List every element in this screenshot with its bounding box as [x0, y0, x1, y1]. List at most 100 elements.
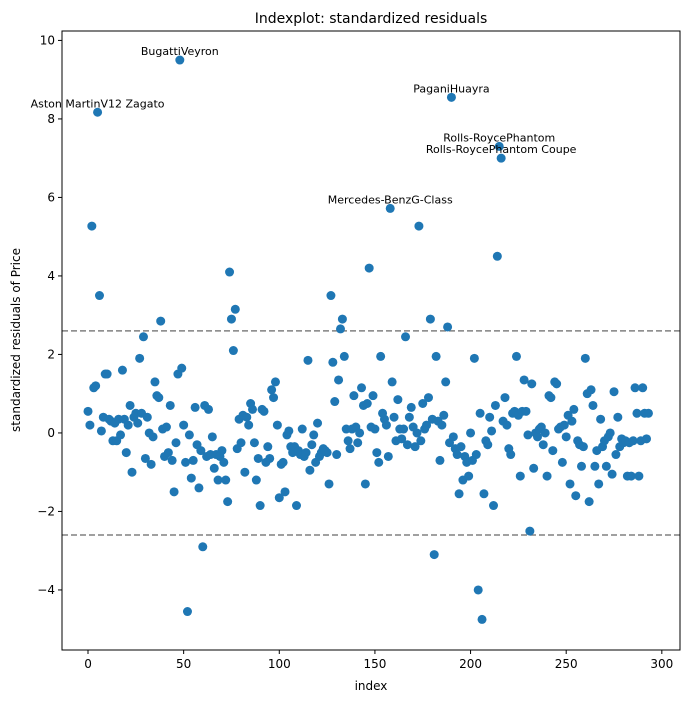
data-point — [324, 479, 334, 489]
data-point — [611, 450, 621, 460]
data-point — [301, 448, 311, 458]
data-point — [125, 400, 135, 410]
data-point — [374, 457, 384, 467]
data-point — [230, 304, 240, 314]
data-point — [469, 353, 479, 363]
data-point — [330, 397, 340, 407]
point-annotation: BugattiVeyron — [141, 45, 219, 58]
data-point — [248, 404, 258, 414]
data-point — [326, 291, 336, 301]
data-point — [357, 383, 367, 393]
data-point — [259, 406, 269, 416]
data-point — [437, 420, 447, 430]
data-point — [368, 391, 378, 401]
data-point — [265, 453, 275, 463]
data-point — [523, 430, 533, 440]
data-point — [249, 438, 259, 448]
x-tick-label: 150 — [363, 657, 386, 671]
data-point — [546, 393, 556, 403]
data-point — [171, 438, 181, 448]
data-point — [244, 420, 254, 430]
data-point — [485, 412, 495, 422]
data-point — [557, 457, 567, 467]
data-point — [184, 430, 194, 440]
data-point — [580, 353, 590, 363]
data-point — [586, 385, 596, 395]
data-point — [609, 387, 619, 397]
data-point — [630, 383, 640, 393]
data-point — [223, 497, 233, 507]
data-point — [567, 416, 577, 426]
point-annotation: Mercedes-BenzG-Class — [328, 193, 453, 206]
data-point — [167, 455, 177, 465]
data-point — [355, 428, 365, 438]
data-point — [475, 408, 485, 418]
data-point — [441, 377, 451, 387]
data-point — [334, 375, 344, 385]
data-point — [150, 377, 160, 387]
data-point — [372, 448, 382, 458]
data-point — [412, 428, 422, 438]
x-tick-label: 250 — [555, 657, 578, 671]
data-point — [297, 424, 307, 434]
data-point — [148, 432, 158, 442]
data-point — [418, 398, 428, 408]
data-point — [596, 414, 606, 424]
data-point — [182, 607, 192, 617]
data-point — [571, 491, 581, 501]
data-point — [443, 322, 453, 332]
x-axis-label: index — [355, 679, 388, 693]
data-point — [225, 267, 235, 277]
data-point — [590, 461, 600, 471]
data-point — [343, 436, 353, 446]
data-point — [251, 475, 261, 485]
data-point — [642, 434, 652, 444]
data-point — [179, 420, 189, 430]
data-point — [207, 432, 217, 442]
data-point — [477, 614, 487, 624]
data-point — [605, 428, 615, 438]
y-axis-label: standardized residuals of Price — [9, 248, 23, 432]
x-tick-label: 50 — [176, 657, 191, 671]
data-point — [345, 444, 355, 454]
data-point — [291, 501, 301, 511]
data-point — [479, 489, 489, 499]
data-point — [116, 430, 126, 440]
data-point — [452, 450, 462, 460]
data-point — [163, 448, 173, 458]
data-point — [559, 420, 569, 430]
data-point — [483, 440, 493, 450]
data-point — [328, 357, 338, 367]
point-annotation: PaganiHuayra — [413, 82, 489, 95]
data-point — [565, 479, 575, 489]
data-point — [496, 153, 506, 163]
data-point — [313, 418, 323, 428]
data-point — [272, 420, 282, 430]
data-point — [515, 471, 525, 481]
data-point — [422, 420, 432, 430]
data-point — [404, 412, 414, 422]
data-point — [376, 351, 386, 361]
data-point — [121, 448, 131, 458]
data-point — [626, 471, 636, 481]
data-point — [643, 408, 653, 418]
data-point — [270, 377, 280, 387]
data-point — [429, 550, 439, 560]
data-point — [332, 450, 342, 460]
data-point — [226, 314, 236, 324]
data-point — [140, 453, 150, 463]
data-point — [381, 420, 391, 430]
data-point — [385, 203, 395, 213]
data-point — [613, 412, 623, 422]
y-tick-label: 4 — [47, 269, 55, 283]
x-tick-label: 200 — [459, 657, 482, 671]
data-point — [175, 55, 185, 65]
data-point — [423, 393, 433, 403]
data-point — [464, 471, 474, 481]
data-point — [213, 475, 223, 485]
point-annotation: Aston MartinV12 Zagato — [31, 97, 165, 110]
data-point — [594, 479, 604, 489]
data-point — [309, 430, 319, 440]
